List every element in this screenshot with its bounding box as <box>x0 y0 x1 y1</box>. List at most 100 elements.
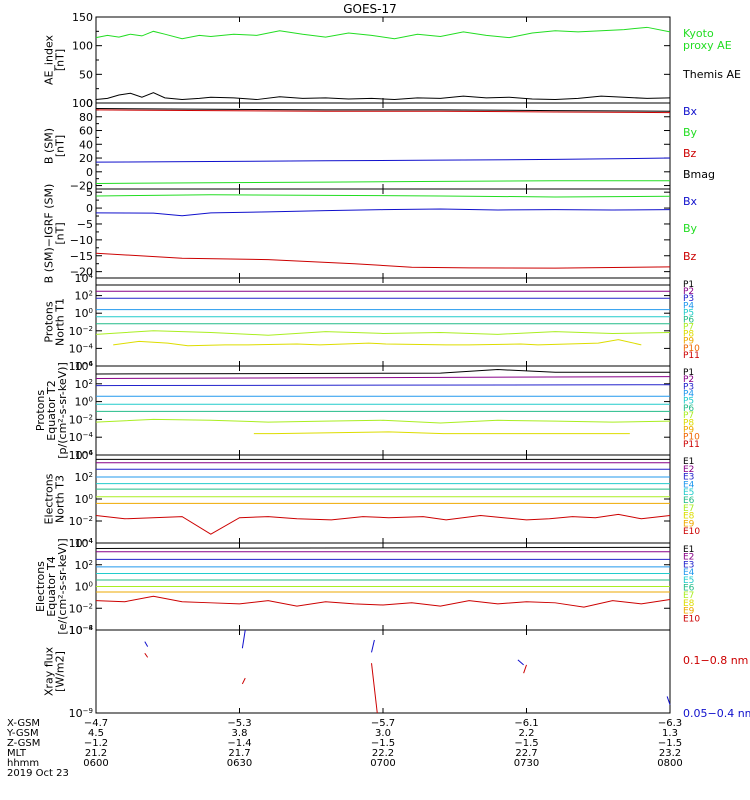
xaxis-value: −6.3 <box>658 718 682 729</box>
y-tick-label: 10−2 <box>69 325 93 338</box>
y-tick-label: 104 <box>75 360 94 373</box>
legend-kyoto: Kyoto <box>683 27 714 40</box>
y-tick-label: 100 <box>75 396 93 409</box>
xaxis-value: 1.3 <box>662 728 678 739</box>
legend-p7: P7 <box>683 411 694 421</box>
legend-e4: E4 <box>683 568 695 578</box>
xaxis-row-label: hhmm <box>7 758 39 769</box>
y-tick-label: 10−4 <box>69 431 94 444</box>
legend-e1: E1 <box>683 545 694 555</box>
series-line-bz <box>95 109 671 114</box>
legend-p9: P9 <box>683 337 694 347</box>
legend-e2: E2 <box>683 553 694 563</box>
y-tick-label: 102 <box>75 471 93 484</box>
legend-p8: P8 <box>683 330 694 340</box>
panel-frame <box>95 454 671 544</box>
panel-3: −20 −15 −10 −5 0 5 B (SM)−IGRF (SM)[nT] Bx By Bz <box>43 184 698 284</box>
y-tick-label: 10−2 <box>69 602 93 615</box>
series-line-p1 <box>95 369 670 375</box>
y-tick-label: 10−6 <box>69 449 94 462</box>
xaxis-value: 21.2 <box>85 748 107 759</box>
series-line-bx <box>95 208 671 217</box>
xaxis-value: 0800 <box>657 758 682 769</box>
y-tick-label: 10−6 <box>69 360 94 373</box>
y-tick-label: 10−9 <box>69 707 93 720</box>
series-line-by <box>95 194 671 198</box>
y-tick-label: 10−4 <box>69 342 94 355</box>
y-tick-label: 100 <box>72 97 93 110</box>
legend-p8: P8 <box>683 418 694 428</box>
xaxis-value: −1.4 <box>227 738 251 749</box>
legend-p3: P3 <box>683 382 694 392</box>
xaxis-value: 23.2 <box>659 748 681 759</box>
series-line-themis-ae <box>95 92 671 101</box>
xaxis-value: 0630 <box>227 758 252 769</box>
legend-by: By <box>683 222 698 235</box>
y-tick-label: 60 <box>79 125 93 138</box>
legend-e10: E10 <box>683 614 700 624</box>
legend-p1: P1 <box>683 280 694 290</box>
panel-frame <box>95 102 671 190</box>
legend-e4: E4 <box>683 480 695 490</box>
y-axis-label: B (SM)−IGRF (SM) <box>43 184 56 284</box>
y-tick-label: 104 <box>75 537 94 550</box>
legend-bx: Bx <box>683 105 698 118</box>
series-line-by <box>95 180 670 184</box>
xaxis-value: 21.7 <box>228 748 250 759</box>
y-axis-label: AE_index <box>43 34 56 85</box>
legend-e5: E5 <box>683 576 694 586</box>
series-0.1−0.8 nm-segment <box>523 664 527 674</box>
legend-0-05-0-4-nm: 0.05−0.4 nm <box>683 707 750 720</box>
y-tick-label: −20 <box>70 266 93 279</box>
xaxis-value: 4.5 <box>88 728 104 739</box>
panel-frame <box>95 365 671 456</box>
legend-e10: E10 <box>683 527 700 537</box>
y-axis-label: [p/(cm²-s-sr-keV)] <box>56 362 69 459</box>
legend-bx: Bx <box>683 195 698 208</box>
xaxis-value: −6.1 <box>514 718 538 729</box>
y-axis-label: Protons <box>34 390 47 431</box>
y-tick-label: 100 <box>75 493 93 506</box>
xaxis-value: −5.7 <box>371 718 395 729</box>
series-0.05−0.4 nm-segment <box>666 696 671 705</box>
legend-bz: Bz <box>683 250 697 263</box>
y-tick-label: 10−2 <box>69 413 93 426</box>
legend-p2: P2 <box>683 375 694 385</box>
y-tick-label: 50 <box>79 68 93 81</box>
series-line-bx <box>95 157 671 163</box>
xaxis-value: 0700 <box>370 758 395 769</box>
series-0.05−0.4 nm-segment <box>241 629 246 649</box>
y-axis-label: Protons <box>43 301 56 342</box>
y-axis-label: B (SM) <box>43 128 56 164</box>
y-axis-label: Equator T2 <box>45 380 58 440</box>
series-line-p2 <box>95 376 671 379</box>
xaxis-row-label: MLT <box>7 748 27 759</box>
y-tick-label: 104 <box>75 449 94 462</box>
series-line-p8 <box>113 339 642 347</box>
y-tick-label: 104 <box>75 272 94 285</box>
series-0.05−0.4 nm-segment <box>517 659 524 666</box>
legend-e6: E6 <box>683 496 695 506</box>
xaxis-value: −5.3 <box>227 718 251 729</box>
legend-bz: Bz <box>683 147 697 160</box>
y-tick-label: 0 <box>86 97 93 110</box>
legend-e9: E9 <box>683 519 695 529</box>
panel-frame <box>95 629 671 714</box>
legend-p4: P4 <box>683 390 694 400</box>
legend-proxy-ae: proxy AE <box>683 39 732 52</box>
y-axis-label: Electrons <box>34 561 47 612</box>
legend-p10: P10 <box>683 344 700 354</box>
legend-e9: E9 <box>683 607 695 617</box>
legend-p3: P3 <box>683 294 694 304</box>
legend-p10: P10 <box>683 433 700 443</box>
legend-e2: E2 <box>683 465 694 475</box>
series-line-bz <box>95 252 671 269</box>
panel-frame <box>95 188 671 279</box>
xaxis-value: −1.2 <box>84 738 108 749</box>
